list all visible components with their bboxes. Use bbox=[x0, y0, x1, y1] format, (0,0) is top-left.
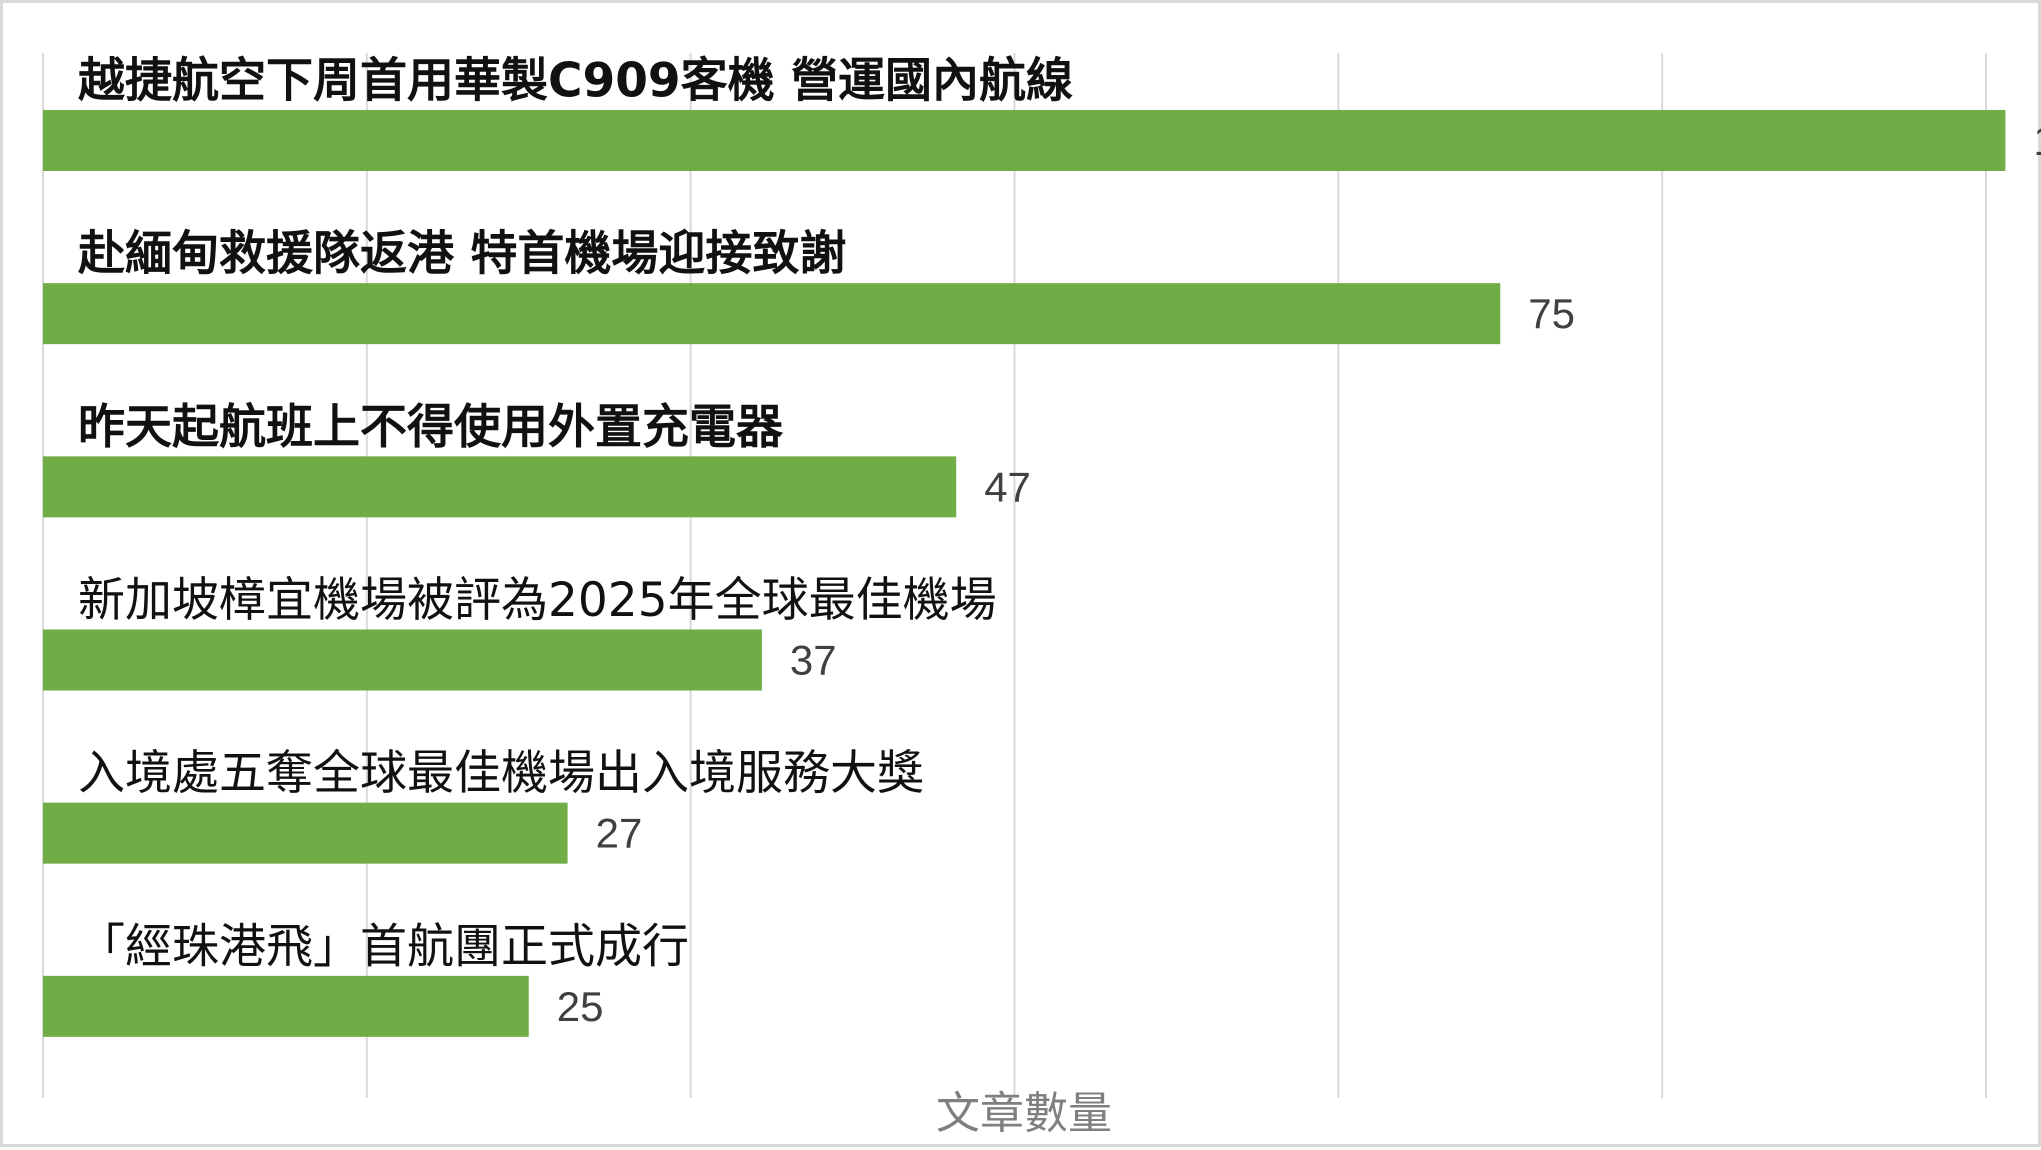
category-label: 越捷航空下周首用華製C909客機 營運國內航線 bbox=[78, 54, 1073, 109]
labels: 越捷航空下周首用華製C909客機 營運國內航線 101 赴緬甸救援隊返港 特首機場迎… bbox=[77, 54, 2041, 1030]
bar bbox=[43, 283, 1501, 345]
data-label: 25 bbox=[557, 983, 604, 1030]
gridlines bbox=[42, 53, 1987, 1098]
bar-chart: 越捷航空下周首用華製C909客機 營運國內航線 101 赴緬甸救援隊返港 特首機場迎… bbox=[42, 53, 2041, 1139]
category-label: 入境處五奪全球最佳機場出入境服務大獎 bbox=[78, 746, 924, 801]
bar bbox=[43, 975, 529, 1037]
category-label: 新加坡樟宜機場被評為2025年全球最佳機場 bbox=[78, 573, 997, 628]
bar bbox=[43, 456, 957, 518]
category-label: 昨天起航班上不得使用外置充電器 bbox=[78, 400, 784, 455]
data-label: 27 bbox=[596, 810, 643, 857]
bars bbox=[43, 110, 2006, 1037]
bar bbox=[43, 802, 568, 864]
data-label: 101 bbox=[2033, 117, 2041, 164]
data-label: 47 bbox=[984, 463, 1031, 510]
data-label: 75 bbox=[1528, 290, 1575, 337]
bar bbox=[43, 110, 2006, 171]
data-label: 37 bbox=[790, 637, 837, 684]
category-label: 赴緬甸救援隊返港 特首機場迎接致謝 bbox=[77, 227, 846, 282]
category-label: 「經珠港飛」首航團正式成行 bbox=[78, 919, 689, 974]
x-axis-title: 文章數量 bbox=[936, 1088, 1112, 1139]
bar bbox=[43, 629, 762, 691]
